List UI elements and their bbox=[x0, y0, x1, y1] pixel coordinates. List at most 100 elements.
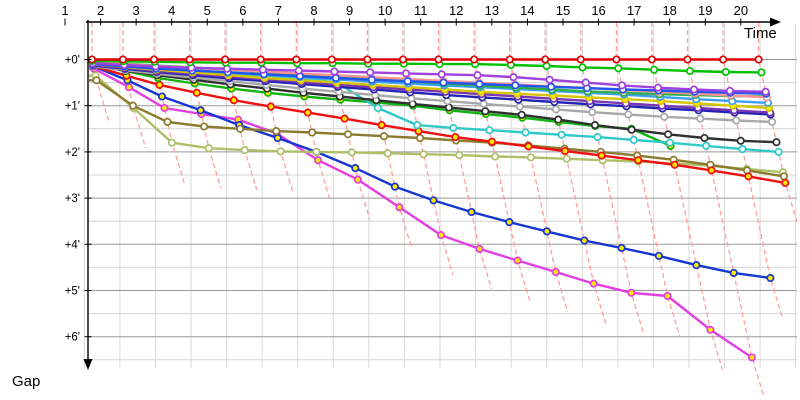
data-point[interactable] bbox=[276, 147, 285, 156]
data-point[interactable] bbox=[366, 68, 375, 77]
data-point[interactable] bbox=[702, 141, 711, 150]
data-point[interactable] bbox=[419, 150, 428, 159]
data-point[interactable] bbox=[721, 67, 730, 77]
data-point[interactable] bbox=[700, 133, 709, 143]
data-point[interactable] bbox=[256, 55, 265, 64]
data-point[interactable] bbox=[92, 76, 101, 85]
data-point[interactable] bbox=[521, 128, 530, 137]
data-point[interactable] bbox=[578, 63, 587, 72]
data-point[interactable] bbox=[617, 81, 627, 90]
data-point[interactable] bbox=[547, 82, 556, 91]
data-point[interactable] bbox=[308, 128, 317, 137]
data-point[interactable] bbox=[314, 156, 323, 165]
data-point[interactable] bbox=[491, 152, 500, 161]
data-point[interactable] bbox=[624, 110, 633, 119]
data-point[interactable] bbox=[415, 133, 425, 143]
data-point[interactable] bbox=[401, 69, 411, 78]
data-point[interactable] bbox=[383, 149, 392, 158]
data-point[interactable] bbox=[240, 146, 249, 155]
data-point[interactable] bbox=[653, 83, 663, 92]
data-point[interactable] bbox=[706, 325, 715, 334]
data-point[interactable] bbox=[685, 66, 695, 76]
data-point[interactable] bbox=[757, 68, 766, 77]
data-point[interactable] bbox=[589, 279, 598, 288]
data-point[interactable] bbox=[581, 78, 590, 87]
data-point[interactable] bbox=[754, 55, 763, 64]
data-point[interactable] bbox=[545, 75, 554, 84]
data-point[interactable] bbox=[597, 151, 606, 160]
data-point[interactable] bbox=[729, 268, 738, 277]
data-point[interactable] bbox=[557, 130, 566, 139]
data-point[interactable] bbox=[331, 73, 340, 83]
data-point[interactable] bbox=[429, 196, 438, 205]
data-point[interactable] bbox=[473, 71, 482, 80]
data-point[interactable] bbox=[663, 291, 672, 301]
data-point[interactable] bbox=[436, 231, 446, 240]
data-point[interactable] bbox=[660, 112, 669, 121]
data-point[interactable] bbox=[664, 130, 673, 139]
data-point[interactable] bbox=[347, 148, 356, 157]
data-point[interactable] bbox=[747, 353, 757, 362]
data-point[interactable] bbox=[470, 55, 479, 64]
data-point[interactable] bbox=[204, 144, 213, 153]
data-point[interactable] bbox=[487, 137, 496, 146]
data-point[interactable] bbox=[614, 64, 623, 73]
data-point[interactable] bbox=[439, 78, 448, 87]
data-point[interactable] bbox=[343, 130, 353, 139]
data-point[interactable] bbox=[768, 117, 777, 126]
data-point[interactable] bbox=[160, 103, 169, 113]
data-point[interactable] bbox=[449, 123, 458, 132]
data-point[interactable] bbox=[353, 175, 362, 184]
data-point[interactable] bbox=[551, 267, 560, 277]
data-point[interactable] bbox=[612, 55, 621, 64]
data-point[interactable] bbox=[627, 125, 636, 134]
data-point[interactable] bbox=[647, 55, 656, 64]
data-point[interactable] bbox=[390, 182, 399, 191]
series-rider-royalblue[interactable] bbox=[89, 62, 775, 283]
data-point[interactable] bbox=[185, 55, 194, 64]
data-point[interactable] bbox=[398, 55, 408, 64]
data-point[interactable] bbox=[167, 138, 177, 147]
data-point[interactable] bbox=[236, 124, 245, 133]
data-point[interactable] bbox=[481, 107, 490, 116]
data-point[interactable] bbox=[766, 273, 775, 283]
data-point[interactable] bbox=[379, 132, 389, 141]
data-point[interactable] bbox=[192, 88, 201, 97]
data-point[interactable] bbox=[542, 227, 551, 236]
data-point[interactable] bbox=[351, 164, 360, 173]
data-point[interactable] bbox=[665, 138, 674, 147]
data-point[interactable] bbox=[327, 55, 336, 64]
data-point[interactable] bbox=[272, 127, 281, 136]
series-line[interactable] bbox=[89, 63, 672, 147]
series-line[interactable] bbox=[89, 67, 753, 359]
data-point[interactable] bbox=[761, 87, 770, 96]
data-point[interactable] bbox=[505, 218, 514, 227]
data-point[interactable] bbox=[511, 81, 520, 90]
data-point[interactable] bbox=[696, 114, 705, 123]
data-point[interactable] bbox=[590, 121, 600, 130]
data-point[interactable] bbox=[403, 77, 412, 86]
data-point[interactable] bbox=[772, 138, 781, 147]
data-point[interactable] bbox=[509, 73, 518, 82]
series-rider-red-leader[interactable] bbox=[87, 55, 763, 64]
data-point[interactable] bbox=[560, 146, 570, 156]
data-point[interactable] bbox=[670, 160, 679, 169]
data-point[interactable] bbox=[367, 75, 376, 84]
data-point[interactable] bbox=[707, 166, 716, 175]
data-point[interactable] bbox=[200, 122, 209, 131]
data-point[interactable] bbox=[588, 108, 597, 117]
series-line[interactable] bbox=[89, 65, 771, 280]
data-point[interactable] bbox=[330, 67, 339, 76]
data-point[interactable] bbox=[395, 203, 404, 212]
data-point[interactable] bbox=[124, 83, 134, 92]
data-point[interactable] bbox=[779, 172, 788, 181]
data-point[interactable] bbox=[576, 55, 585, 64]
data-point[interactable] bbox=[229, 96, 238, 105]
data-point[interactable] bbox=[118, 55, 128, 64]
data-point[interactable] bbox=[654, 251, 663, 260]
data-point[interactable] bbox=[781, 178, 790, 187]
data-point[interactable] bbox=[266, 102, 275, 111]
data-point[interactable] bbox=[155, 80, 164, 89]
data-point[interactable] bbox=[719, 55, 728, 64]
data-point[interactable] bbox=[554, 115, 563, 124]
